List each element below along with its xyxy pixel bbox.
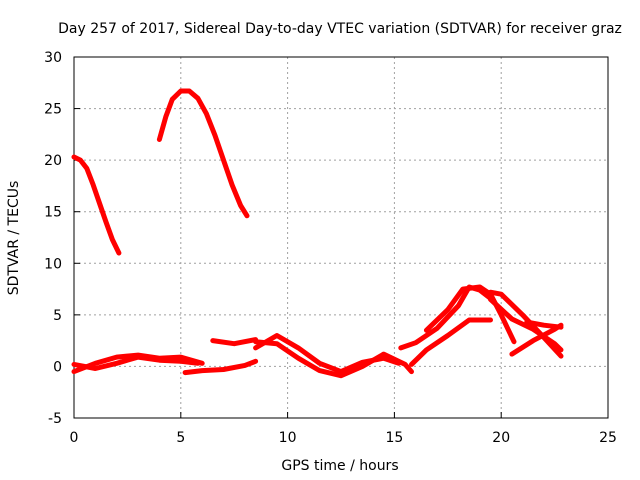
- x-tick-label: 0: [70, 430, 79, 446]
- y-axis-label: SDTVAR / TECUs: [6, 181, 22, 296]
- x-tick-label: 20: [492, 430, 510, 446]
- series-arc-9: [398, 284, 493, 351]
- series-arc-5: [182, 358, 259, 376]
- y-tick-label: 0: [53, 359, 62, 375]
- series-arc-10: [409, 317, 493, 367]
- y-tick-label: 25: [44, 102, 62, 118]
- y-tick-label: 15: [44, 205, 62, 221]
- series-arc-13: [488, 296, 564, 353]
- series-arc-1: [71, 154, 122, 256]
- y-tick-label: 5: [53, 308, 62, 324]
- axis-ticks: 0 5 10 15 20 25 -5 0 5 10 15 20 25 30: [44, 50, 617, 446]
- x-tick-label: 25: [599, 430, 617, 446]
- y-tick-label: 10: [44, 256, 62, 272]
- plot-frame: [73, 56, 609, 419]
- x-tick-label: 10: [279, 430, 297, 446]
- series-arc-12: [488, 289, 564, 359]
- series-arc-6: [210, 337, 259, 347]
- x-tick-label: 5: [176, 430, 185, 446]
- series-group: [71, 88, 564, 379]
- y-tick-label: 30: [44, 50, 62, 66]
- grid: [74, 57, 608, 418]
- y-tick-label: 20: [44, 153, 62, 169]
- series-arc-7: [253, 333, 402, 375]
- x-axis-label: GPS time / hours: [281, 458, 398, 474]
- series-arc-11: [423, 284, 517, 345]
- series-arc-15: [524, 319, 564, 330]
- x-tick-label: 15: [385, 430, 403, 446]
- y-tick-label: -5: [48, 411, 62, 427]
- chart-title: Day 257 of 2017, Sidereal Day-to-day VTE…: [58, 21, 622, 37]
- series-arc-2: [156, 88, 250, 219]
- series-arc-4: [71, 354, 201, 371]
- series-arc-8: [253, 339, 414, 379]
